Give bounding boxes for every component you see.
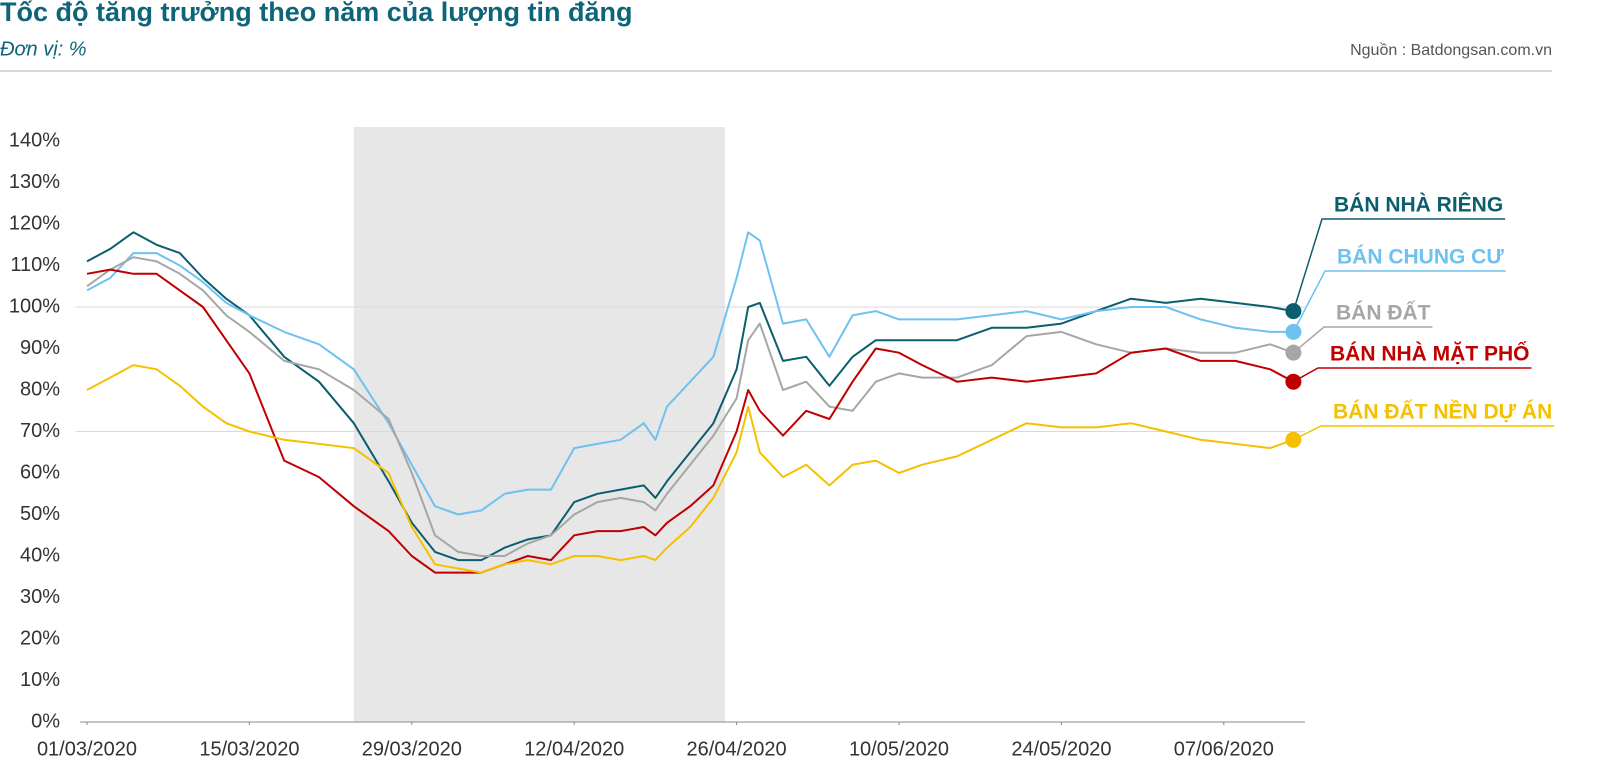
x-tick-label: 12/04/2020 (524, 738, 624, 760)
legend-leader (1292, 270, 1506, 333)
series-line (86, 231, 1294, 516)
legend-leader (1292, 218, 1506, 312)
x-tick-label: 24/05/2020 (1011, 738, 1111, 760)
y-tick-label: 100% (9, 295, 60, 317)
source: Nguồn : Batdongsan.com.vn (1350, 42, 1552, 59)
y-tick-label: 120% (9, 212, 60, 234)
x-tick-label: 26/04/2020 (687, 738, 787, 760)
y-tick-label: 90% (20, 337, 60, 359)
x-tick-label: 29/03/2020 (362, 738, 462, 760)
chart-title: Tốc độ tăng trưởng theo năm của lượng ti… (0, 0, 632, 27)
legend-label: BÁN ĐẤT (1336, 302, 1431, 325)
chart-subtitle: Đơn vị: % (0, 38, 87, 60)
end-dot (1285, 344, 1302, 361)
highlight-band (353, 127, 725, 722)
y-tick-label: 60% (20, 461, 60, 483)
y-tick-label: 70% (20, 420, 60, 442)
legend-label: BÁN NHÀ MẶT PHỐ (1330, 342, 1530, 366)
legend-leader (1293, 367, 1532, 383)
y-tick-label: 110% (10, 254, 60, 276)
legend-label: BÁN CHUNG CƯ (1337, 246, 1504, 269)
end-dot (1285, 303, 1302, 320)
y-tick-label: 140% (9, 129, 60, 151)
legend-label: BÁN NHÀ RIÊNG (1334, 193, 1503, 217)
y-tick-label: 40% (20, 544, 60, 566)
series-line (86, 256, 1294, 557)
y-tick-label: 130% (9, 171, 60, 193)
y-tick-label: 0% (31, 710, 60, 732)
legend-leader (1292, 326, 1433, 354)
end-dot (1285, 431, 1302, 448)
series-line (86, 364, 1294, 574)
legend-leader (1293, 425, 1555, 441)
series-line (86, 268, 1294, 574)
series-line (86, 231, 1294, 562)
end-dot (1285, 373, 1302, 390)
end-dot (1285, 323, 1302, 340)
y-tick-label: 20% (20, 627, 60, 649)
x-tick-label: 01/03/2020 (37, 738, 137, 760)
y-tick-label: 30% (20, 586, 60, 608)
y-tick-label: 10% (20, 669, 60, 691)
y-tick-label: 50% (20, 503, 60, 525)
legend-label: BÁN ĐẤT NỀN DỰ ÁN (1333, 401, 1552, 424)
x-tick-label: 15/03/2020 (199, 738, 299, 760)
x-tick-label: 07/06/2020 (1174, 738, 1274, 760)
x-tick-label: 10/05/2020 (849, 738, 949, 760)
y-tick-label: 80% (20, 378, 60, 400)
